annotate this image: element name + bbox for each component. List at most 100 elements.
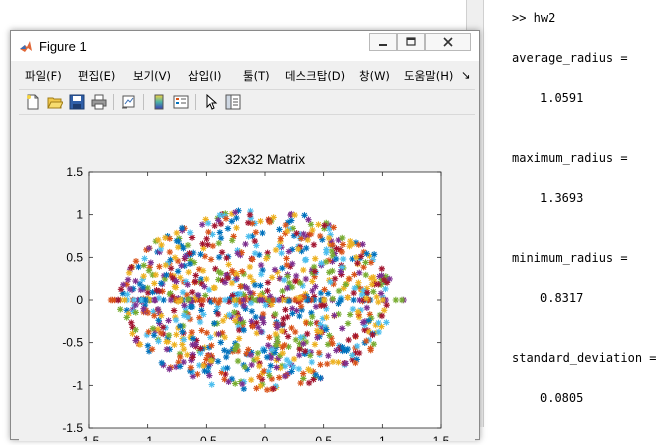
scatter-point <box>234 357 242 365</box>
menu-desktop[interactable]: 데스크탑(D) <box>285 69 346 83</box>
scatter-point <box>185 295 192 303</box>
scatter-point <box>319 236 326 243</box>
scatter-point <box>296 294 304 301</box>
scatter-point <box>199 345 206 353</box>
menu-edit[interactable]: 편집(E) <box>78 69 116 83</box>
command-window[interactable]: >> hw2 average_radius = 1.0591 maximum_r… <box>484 0 667 427</box>
scatter-point <box>363 304 371 312</box>
figure-titlebar[interactable]: Figure 1 <box>11 31 479 61</box>
scatter-chart[interactable]: 32x32 Matrix -1.5 -1 -0.5 0 0.5 1 1.5 1.5 1 0.5 0… <box>19 115 475 445</box>
scatter-point <box>184 242 192 249</box>
scatter-point <box>197 345 204 352</box>
scatter-point <box>317 289 325 297</box>
scatter-point <box>224 348 232 356</box>
scatter-point <box>300 293 308 300</box>
scatter-point <box>275 374 283 381</box>
scatter-point <box>224 364 231 372</box>
menu-window[interactable]: 창(W) <box>359 69 390 83</box>
scatter-point <box>305 216 312 223</box>
scatter-point <box>277 238 284 246</box>
scatter-point <box>353 254 360 261</box>
scatter-point <box>140 305 147 312</box>
scatter-point <box>142 296 149 304</box>
maximize-button[interactable] <box>397 33 425 51</box>
scatter-point <box>189 289 196 296</box>
scatter-point <box>335 300 342 307</box>
scatter-point <box>268 301 276 308</box>
scatter-point <box>233 275 240 282</box>
scatter-point <box>326 240 334 248</box>
scatter-point <box>368 281 376 288</box>
menu-help[interactable]: 도움말(H) <box>404 69 454 83</box>
scatter-point <box>167 265 175 272</box>
scatter-point <box>380 307 388 314</box>
scatter-point <box>232 340 239 347</box>
open-file-icon[interactable] <box>47 94 63 110</box>
scatter-point <box>158 359 165 367</box>
y-tick-label: -1 <box>72 378 83 392</box>
scatter-point <box>305 379 313 387</box>
scatter-point <box>207 256 215 263</box>
scatter-point <box>166 366 173 373</box>
menu-overflow-icon[interactable]: ↘ <box>461 68 471 82</box>
tick-marks <box>88 171 442 429</box>
scatter-point <box>184 351 191 359</box>
scatter-point <box>319 315 327 322</box>
scatter-point <box>257 282 264 289</box>
scatter-point <box>265 368 272 375</box>
scatter-point <box>275 341 282 348</box>
scatter-point <box>289 225 297 232</box>
scatter-point <box>156 320 163 327</box>
figure-window[interactable]: Figure 1 파일(F) 편집(E) 보기(V) 삽입(I) 툴(T) 데스… <box>10 30 480 445</box>
scatter-point <box>398 296 406 304</box>
show-plot-tools-icon[interactable] <box>225 94 241 110</box>
scatter-point <box>187 257 194 264</box>
print-icon[interactable] <box>91 94 107 110</box>
scatter-point <box>130 285 137 292</box>
scatter-point <box>346 311 354 318</box>
scatter-point <box>155 317 162 324</box>
close-button[interactable] <box>425 33 471 51</box>
scatter-point <box>173 278 180 285</box>
scatter-point <box>144 289 152 296</box>
link-plot-icon[interactable] <box>121 94 137 110</box>
insert-legend-icon[interactable] <box>173 94 189 110</box>
scatter-point <box>194 371 201 378</box>
scatter-point <box>291 328 299 336</box>
save-icon[interactable] <box>69 94 85 110</box>
scatter-point <box>190 249 197 257</box>
insert-colorbar-icon[interactable] <box>151 94 167 110</box>
scatter-point <box>223 254 230 262</box>
menu-file[interactable]: 파일(F) <box>25 69 62 83</box>
scatter-point <box>321 222 328 229</box>
scatter-point <box>349 305 357 313</box>
scatter-point <box>132 277 139 285</box>
scatter-point <box>308 309 315 317</box>
new-figure-icon[interactable] <box>25 94 41 110</box>
scatter-point <box>243 366 251 373</box>
scatter-point <box>174 298 182 305</box>
scatter-point <box>211 222 218 230</box>
scatter-point <box>365 328 373 336</box>
scatter-point <box>217 220 225 228</box>
scatter-point <box>235 335 243 342</box>
scatter-point <box>318 260 325 267</box>
scatter-point <box>349 241 356 248</box>
scatter-point <box>137 286 144 294</box>
scatter-point <box>329 258 336 265</box>
edit-plot-icon[interactable] <box>203 94 219 110</box>
x-tick-label: 0 <box>262 434 269 441</box>
scatter-point <box>179 328 186 335</box>
scatter-point <box>258 271 265 278</box>
scatter-point <box>267 362 274 369</box>
menu-insert[interactable]: 삽입(I) <box>188 69 222 83</box>
scatter-point <box>349 255 356 263</box>
scatter-point <box>229 292 236 299</box>
menu-view[interactable]: 보기(V) <box>133 69 171 83</box>
scatter-point <box>140 272 147 280</box>
x-tick-label: -1 <box>142 434 153 441</box>
scatter-point <box>297 334 304 341</box>
minimize-button[interactable] <box>369 33 397 51</box>
scatter-point <box>345 336 352 344</box>
menu-tools[interactable]: 툴(T) <box>243 69 270 83</box>
